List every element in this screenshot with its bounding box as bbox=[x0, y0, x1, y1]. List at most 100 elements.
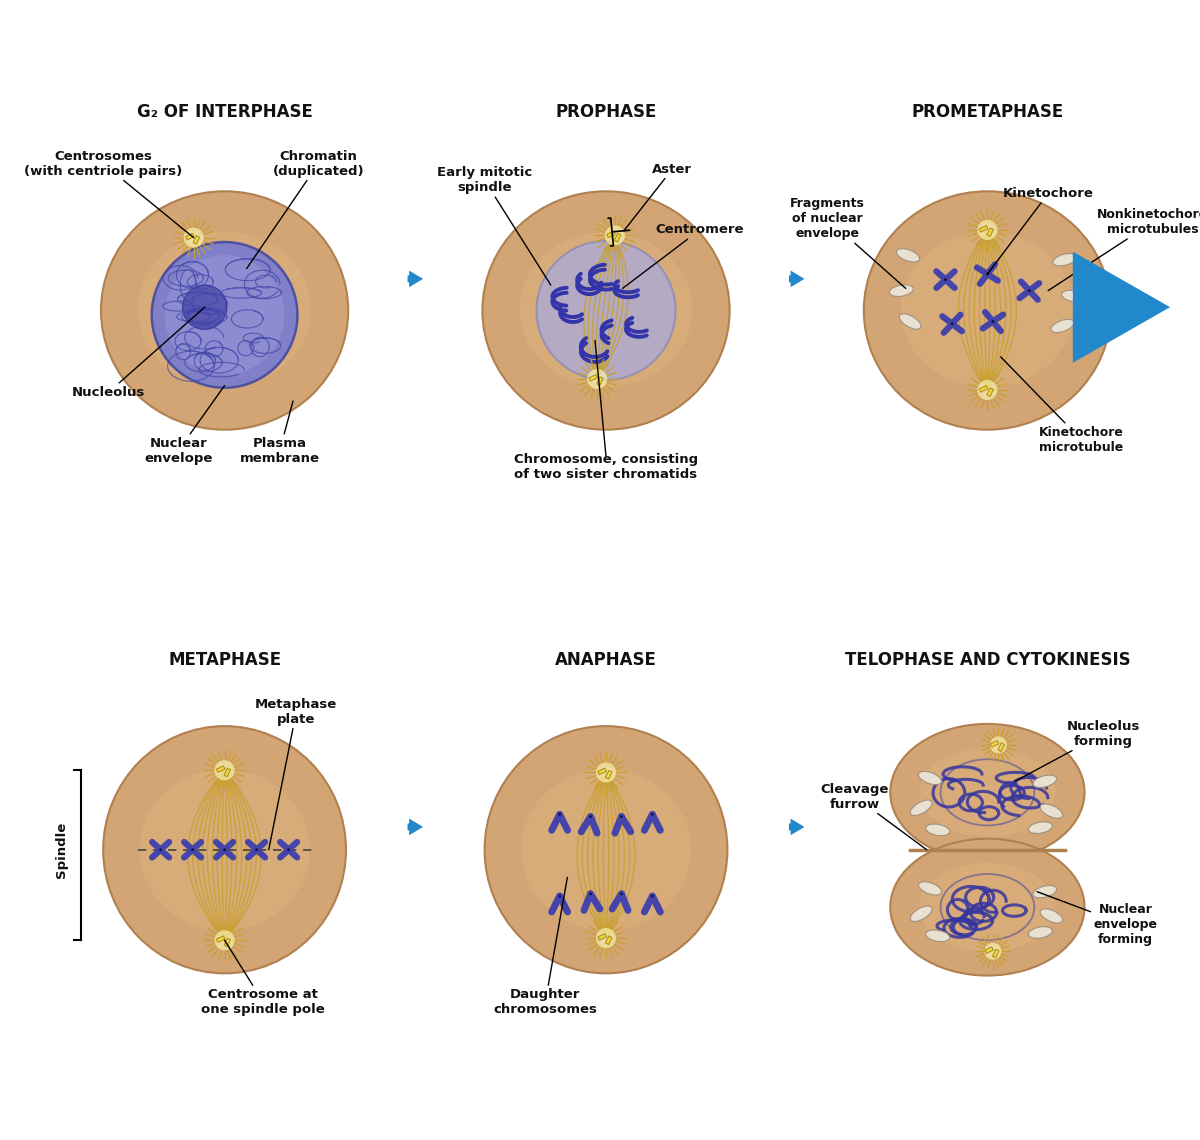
Ellipse shape bbox=[138, 233, 311, 388]
Text: Kinetochore: Kinetochore bbox=[988, 187, 1093, 274]
Title: G₂ OF INTERPHASE: G₂ OF INTERPHASE bbox=[137, 103, 312, 121]
Circle shape bbox=[587, 369, 607, 389]
Ellipse shape bbox=[568, 274, 644, 348]
Ellipse shape bbox=[979, 302, 996, 319]
Text: Centromere: Centromere bbox=[623, 223, 744, 288]
Ellipse shape bbox=[1062, 291, 1086, 302]
Ellipse shape bbox=[919, 863, 1056, 952]
Title: PROMETAPHASE: PROMETAPHASE bbox=[911, 103, 1063, 121]
Ellipse shape bbox=[973, 296, 1002, 325]
Ellipse shape bbox=[192, 279, 257, 342]
Ellipse shape bbox=[1040, 909, 1063, 923]
Title: ANAPHASE: ANAPHASE bbox=[556, 651, 656, 669]
Ellipse shape bbox=[1033, 886, 1057, 898]
Circle shape bbox=[977, 220, 997, 241]
Ellipse shape bbox=[485, 726, 727, 974]
Ellipse shape bbox=[504, 212, 708, 409]
Circle shape bbox=[986, 272, 989, 276]
Circle shape bbox=[558, 895, 562, 897]
Circle shape bbox=[620, 815, 623, 819]
Text: Nucleolus: Nucleolus bbox=[72, 307, 205, 399]
Text: Kinetochore
microtubule: Kinetochore microtubule bbox=[1001, 357, 1123, 454]
Ellipse shape bbox=[539, 245, 673, 375]
Circle shape bbox=[191, 848, 194, 852]
Circle shape bbox=[536, 241, 676, 380]
Ellipse shape bbox=[186, 274, 263, 348]
Title: PROPHASE: PROPHASE bbox=[556, 103, 656, 121]
Circle shape bbox=[182, 285, 227, 329]
Polygon shape bbox=[985, 947, 994, 953]
Circle shape bbox=[589, 893, 592, 895]
Ellipse shape bbox=[598, 841, 614, 858]
Ellipse shape bbox=[551, 256, 661, 364]
Ellipse shape bbox=[967, 291, 1008, 331]
Ellipse shape bbox=[181, 268, 269, 353]
Polygon shape bbox=[216, 766, 224, 773]
Ellipse shape bbox=[521, 228, 691, 392]
Ellipse shape bbox=[925, 824, 949, 836]
Ellipse shape bbox=[199, 823, 251, 876]
Ellipse shape bbox=[878, 206, 1096, 415]
Ellipse shape bbox=[1028, 822, 1052, 833]
Ellipse shape bbox=[204, 291, 245, 331]
Ellipse shape bbox=[110, 201, 338, 421]
Ellipse shape bbox=[113, 735, 337, 964]
Ellipse shape bbox=[103, 726, 346, 974]
Text: Metaphase
plate: Metaphase plate bbox=[256, 698, 337, 849]
Ellipse shape bbox=[505, 747, 707, 952]
Ellipse shape bbox=[122, 212, 328, 409]
Circle shape bbox=[650, 895, 654, 897]
Ellipse shape bbox=[492, 201, 720, 421]
Ellipse shape bbox=[118, 741, 331, 959]
Ellipse shape bbox=[546, 788, 666, 911]
Ellipse shape bbox=[193, 817, 256, 882]
Ellipse shape bbox=[557, 800, 655, 899]
Polygon shape bbox=[598, 768, 606, 774]
Ellipse shape bbox=[169, 256, 280, 364]
Ellipse shape bbox=[937, 262, 1037, 359]
Ellipse shape bbox=[128, 217, 322, 404]
Ellipse shape bbox=[545, 251, 667, 369]
Circle shape bbox=[944, 278, 947, 282]
Ellipse shape bbox=[520, 233, 692, 388]
Polygon shape bbox=[193, 236, 199, 244]
Ellipse shape bbox=[890, 724, 1085, 861]
Ellipse shape bbox=[104, 195, 344, 426]
Polygon shape bbox=[998, 743, 1004, 751]
Ellipse shape bbox=[943, 268, 1031, 353]
Ellipse shape bbox=[580, 823, 632, 876]
Circle shape bbox=[984, 943, 1002, 960]
Text: Early mitotic
spindle: Early mitotic spindle bbox=[437, 166, 551, 285]
Circle shape bbox=[256, 848, 258, 852]
Ellipse shape bbox=[482, 192, 730, 430]
Ellipse shape bbox=[580, 285, 632, 336]
Ellipse shape bbox=[216, 841, 233, 858]
Ellipse shape bbox=[902, 228, 1073, 392]
Ellipse shape bbox=[592, 296, 620, 325]
Ellipse shape bbox=[890, 217, 1084, 404]
Circle shape bbox=[215, 930, 235, 951]
Ellipse shape bbox=[493, 735, 719, 964]
Ellipse shape bbox=[926, 251, 1049, 369]
Ellipse shape bbox=[136, 759, 314, 940]
Circle shape bbox=[991, 320, 995, 323]
Ellipse shape bbox=[899, 314, 922, 329]
Ellipse shape bbox=[164, 788, 286, 911]
Ellipse shape bbox=[187, 812, 262, 888]
Polygon shape bbox=[979, 385, 988, 392]
Text: Centrosomes
(with centriole pairs): Centrosomes (with centriole pairs) bbox=[24, 149, 193, 237]
Polygon shape bbox=[186, 234, 194, 239]
Text: Plasma
membrane: Plasma membrane bbox=[240, 401, 319, 465]
Ellipse shape bbox=[163, 251, 286, 369]
Ellipse shape bbox=[534, 776, 678, 923]
Ellipse shape bbox=[216, 302, 233, 319]
Ellipse shape bbox=[874, 201, 1102, 421]
Ellipse shape bbox=[124, 747, 325, 952]
Ellipse shape bbox=[920, 245, 1055, 375]
Polygon shape bbox=[606, 771, 612, 779]
Circle shape bbox=[589, 815, 592, 819]
Ellipse shape bbox=[116, 206, 334, 415]
Text: Aster: Aster bbox=[624, 163, 692, 231]
Ellipse shape bbox=[488, 730, 724, 970]
Polygon shape bbox=[596, 377, 604, 385]
